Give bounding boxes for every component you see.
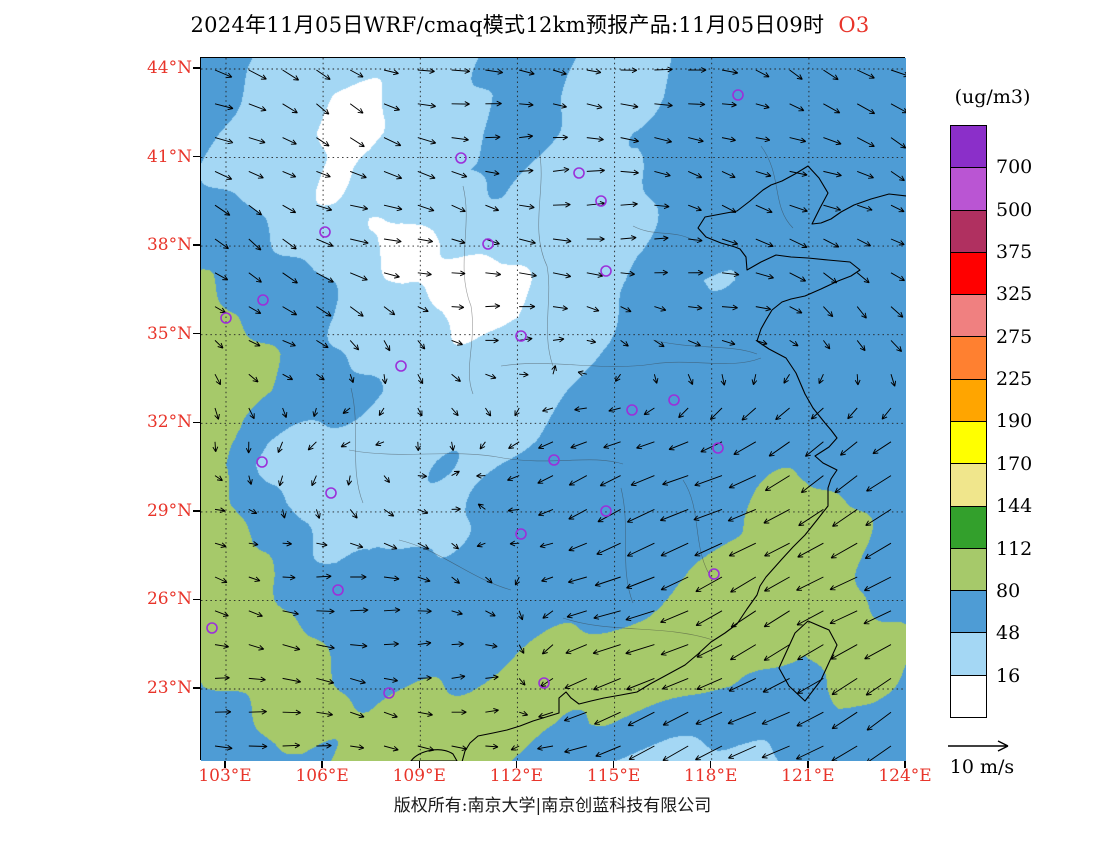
x-tick-label: 103°E xyxy=(198,766,252,786)
colorbar-box xyxy=(950,336,987,380)
page-title: 2024年11月05日WRF/cmaq模式12km预报产品:11月05日09时 O… xyxy=(110,9,950,39)
colorbar-box xyxy=(950,209,987,253)
city-marker xyxy=(538,677,550,689)
colorbar-box xyxy=(950,674,987,718)
colorbar-label: 48 xyxy=(996,622,1021,645)
colorbar-label: 225 xyxy=(996,368,1033,391)
colorbar-box xyxy=(950,294,987,338)
colorbar-box xyxy=(950,463,987,507)
colorbar-label: 325 xyxy=(996,283,1033,306)
city-marker xyxy=(515,330,527,342)
colorbar-label: 16 xyxy=(996,664,1021,687)
y-axis-tick xyxy=(192,155,200,158)
y-tick-label: 26°N xyxy=(146,589,192,610)
x-tick-label: 109°E xyxy=(392,766,446,786)
city-marker xyxy=(395,360,407,372)
colorbar-label: 144 xyxy=(996,495,1033,518)
city-marker xyxy=(332,584,344,596)
city-marker xyxy=(708,568,720,580)
colorbar-label: 275 xyxy=(996,325,1033,348)
colorbar-box xyxy=(950,547,987,592)
x-axis-tick xyxy=(515,760,518,768)
y-axis-tick xyxy=(192,687,200,689)
x-axis-tick xyxy=(321,760,323,768)
x-tick-label: 112°E xyxy=(489,766,544,786)
colorbar-box xyxy=(950,590,987,634)
y-axis-tick xyxy=(192,510,200,512)
colorbar-label: 80 xyxy=(996,579,1021,602)
city-marker xyxy=(600,505,612,517)
colorbar-box xyxy=(950,632,987,676)
colorbar-box xyxy=(950,251,987,296)
y-tick-label: 32°N xyxy=(146,412,192,433)
y-axis-tick xyxy=(192,421,200,424)
colorbar-label: 170 xyxy=(996,452,1033,475)
city-marker xyxy=(668,394,680,406)
x-axis-tick xyxy=(418,760,421,768)
x-tick-label: 106°E xyxy=(295,766,349,786)
city-marker xyxy=(573,167,585,179)
x-tick-label: 115°E xyxy=(586,766,641,786)
y-tick-label: 38°N xyxy=(146,235,192,256)
y-axis-tick xyxy=(192,67,200,69)
y-axis-tick xyxy=(192,598,200,601)
city-marker xyxy=(383,687,395,699)
colorbar-label: 190 xyxy=(996,410,1033,433)
y-tick-label: 41°N xyxy=(146,146,192,167)
colorbar-box xyxy=(950,167,987,211)
city-marker xyxy=(548,454,560,466)
x-axis-tick xyxy=(904,760,906,768)
city-marker xyxy=(257,294,269,306)
city-marker xyxy=(626,404,638,416)
colorbar-label: 500 xyxy=(996,198,1033,221)
x-tick-label: 118°E xyxy=(684,766,738,786)
city-marker xyxy=(206,622,218,634)
city-marker xyxy=(712,442,724,454)
title-pollutant: O3 xyxy=(838,13,870,37)
x-axis-tick xyxy=(612,760,615,768)
y-tick-label: 44°N xyxy=(146,58,192,78)
y-tick-label: 29°N xyxy=(146,500,192,521)
city-marker xyxy=(319,226,331,238)
map-overlay xyxy=(201,58,906,761)
city-marker xyxy=(256,456,268,468)
city-marker xyxy=(220,312,232,324)
wind-scale-arrow xyxy=(948,740,1009,752)
colorbar-unit: (ug/m3) xyxy=(954,86,1031,108)
colorbar-label: 375 xyxy=(996,241,1033,264)
city-marker xyxy=(482,238,494,250)
y-axis-tick xyxy=(192,332,200,335)
colorbar-box xyxy=(950,505,987,549)
city-marker xyxy=(455,152,467,164)
wind-scale-label: 10 m/s xyxy=(949,756,1015,778)
colorbar xyxy=(950,125,987,718)
colorbar-box xyxy=(950,378,987,422)
colorbar-box xyxy=(950,420,987,465)
colorbar-label: 700 xyxy=(996,156,1033,179)
colorbar-box xyxy=(950,125,987,169)
x-tick-label: 121°E xyxy=(781,766,835,786)
city-marker xyxy=(515,528,527,540)
city-marker xyxy=(595,195,607,207)
city-marker xyxy=(325,487,337,499)
x-tick-label: 124°E xyxy=(878,766,932,786)
y-tick-label: 35°N xyxy=(146,323,192,344)
x-axis-tick xyxy=(807,760,809,768)
colorbar-label: 112 xyxy=(996,537,1033,560)
city-marker xyxy=(600,265,612,277)
city-marker xyxy=(732,89,744,101)
y-tick-label: 23°N xyxy=(146,678,192,698)
title-text: 2024年11月05日WRF/cmaq模式12km预报产品:11月05日09时 xyxy=(190,13,825,37)
y-axis-tick xyxy=(192,244,200,246)
copyright-footer: 版权所有:南京大学|南京创蓝科技有限公司 xyxy=(393,796,712,816)
x-axis-tick xyxy=(224,760,226,768)
x-axis-tick xyxy=(709,760,712,768)
map-area xyxy=(200,57,906,761)
